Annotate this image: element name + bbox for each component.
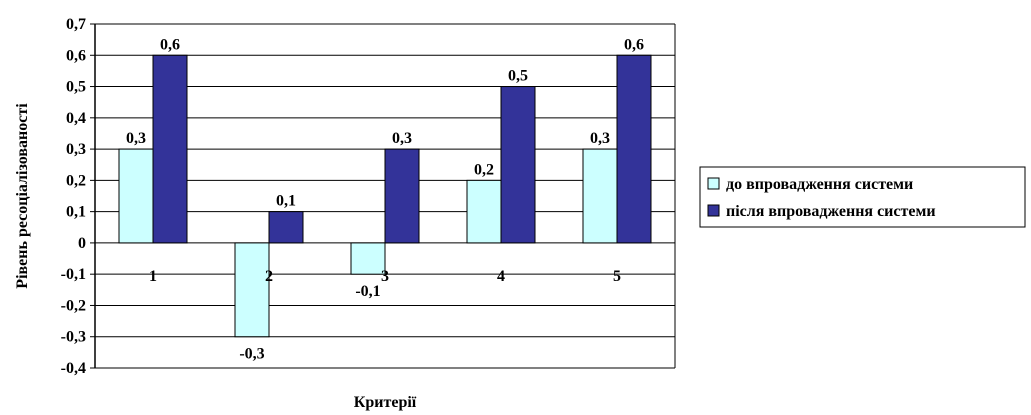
legend-swatch-before xyxy=(707,177,720,190)
legend-label-before: до впровадження системи xyxy=(726,176,913,193)
bar-before xyxy=(118,148,154,244)
category-label: 4 xyxy=(497,268,505,285)
y-tick-label: -0,1 xyxy=(61,266,86,283)
category-labels: 1 2 3 4 5 xyxy=(149,268,621,285)
data-label: 0,6 xyxy=(624,36,644,53)
category-label: 1 xyxy=(149,268,157,285)
y-tick-label: -0,4 xyxy=(61,360,86,377)
data-label: 0,6 xyxy=(160,36,180,53)
bar-before xyxy=(466,179,502,244)
data-labels: 0,3 0,6 -0,3 0,1 -0,1 0,3 0,2 0,5 0,3 0,6 xyxy=(126,36,644,362)
bar-after xyxy=(268,211,304,244)
bar-before xyxy=(350,242,386,275)
legend-swatch-after xyxy=(707,204,720,217)
data-label: 0,3 xyxy=(392,130,412,147)
category-label: 2 xyxy=(265,268,273,285)
y-tick-label: 0,6 xyxy=(66,47,86,64)
data-label: 0,1 xyxy=(276,193,296,210)
category-label: 5 xyxy=(613,268,621,285)
x-axis-title: Критерії xyxy=(354,394,417,411)
y-tick-label: -0,3 xyxy=(61,329,86,346)
bar-after xyxy=(616,54,652,244)
y-tick-label: 0 xyxy=(78,235,86,252)
y-tick-label: 0,3 xyxy=(66,141,86,158)
legend: до впровадження системи після впроваджен… xyxy=(699,166,1026,228)
y-axis-title: Рівень ресоціалізованості xyxy=(14,103,31,289)
data-label: 0,2 xyxy=(474,161,494,178)
y-tick-label: 0,1 xyxy=(66,204,86,221)
legend-box xyxy=(699,166,1026,228)
bar-before xyxy=(234,242,270,338)
bar-after xyxy=(152,54,188,244)
data-label: -0,1 xyxy=(355,283,380,300)
bars xyxy=(118,54,652,338)
y-ticks: 0,7 0,6 0,5 0,4 0,3 0,2 0,1 0 -0,1 -0,2 -0,3 -0,4 xyxy=(61,16,95,377)
bar-before xyxy=(582,148,618,244)
category-label: 3 xyxy=(381,268,389,285)
data-label: 0,5 xyxy=(508,68,528,85)
data-label: 0,3 xyxy=(126,130,146,147)
data-label: 0,3 xyxy=(590,130,610,147)
bar-after xyxy=(384,148,420,244)
y-tick-label: -0,2 xyxy=(61,297,86,314)
y-tick-label: 0,5 xyxy=(66,79,86,96)
y-tick-label: 0,2 xyxy=(66,172,86,189)
y-tick-label: 0,4 xyxy=(66,110,86,127)
y-tick-label: 0,7 xyxy=(66,16,86,33)
data-label: -0,3 xyxy=(239,346,264,363)
legend-label-after: після впровадження системи xyxy=(726,203,936,220)
bar-after xyxy=(500,86,536,244)
